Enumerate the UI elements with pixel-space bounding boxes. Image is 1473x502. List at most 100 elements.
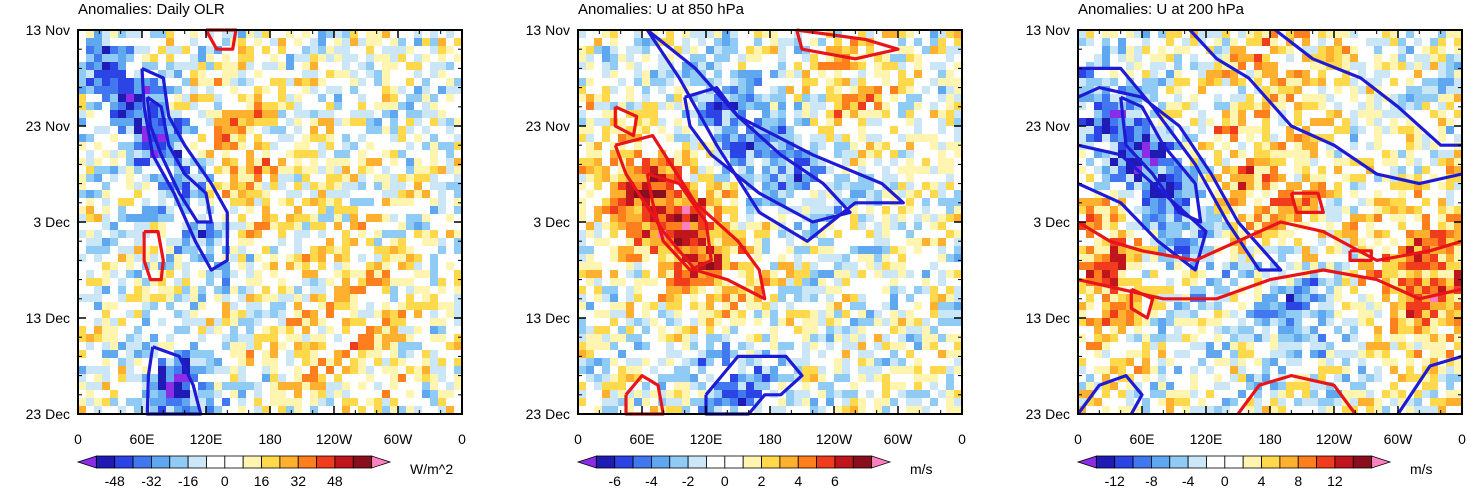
heat-cell	[446, 30, 455, 39]
heat-cell	[446, 158, 455, 167]
heat-cell	[270, 294, 279, 303]
heat-cell	[94, 62, 103, 71]
heat-cell	[270, 46, 279, 55]
heat-cell	[890, 286, 899, 295]
heat-cell	[610, 230, 619, 239]
heat-cell	[890, 134, 899, 143]
heat-cell	[150, 294, 159, 303]
heat-cell	[746, 230, 755, 239]
heat-cell	[318, 254, 327, 263]
heat-cell	[438, 182, 447, 191]
heat-cell	[350, 318, 359, 327]
heat-cell	[922, 118, 931, 127]
heat-cell	[182, 270, 191, 279]
heat-cell	[834, 382, 843, 391]
heat-cell	[166, 30, 175, 39]
heat-cell	[190, 86, 199, 95]
heat-cell	[214, 222, 223, 231]
heat-cell	[406, 238, 415, 247]
heat-cell	[1102, 30, 1111, 39]
heat-cell	[382, 118, 391, 127]
heat-cell	[398, 382, 407, 391]
heat-cell	[794, 150, 803, 159]
heat-cell	[730, 398, 739, 407]
heat-cell	[358, 238, 367, 247]
heat-cell	[254, 30, 263, 39]
heat-cell	[778, 254, 787, 263]
heat-cell	[586, 334, 595, 343]
heat-cell	[310, 198, 319, 207]
heat-cell	[342, 174, 351, 183]
heat-cell	[770, 230, 779, 239]
heat-cell	[294, 70, 303, 79]
heat-cell	[262, 134, 271, 143]
heat-cell	[906, 94, 915, 103]
heat-cell	[302, 270, 311, 279]
heat-cell	[278, 222, 287, 231]
heat-cell	[406, 214, 415, 223]
heat-cell	[430, 222, 439, 231]
heat-cell	[302, 214, 311, 223]
heat-cell	[158, 326, 167, 335]
heat-cell	[898, 390, 907, 399]
heat-cell	[738, 382, 747, 391]
heat-cell	[666, 86, 675, 95]
heat-cell	[810, 142, 819, 151]
heat-cell	[626, 38, 635, 47]
heat-cell	[714, 238, 723, 247]
heat-cell	[906, 326, 915, 335]
heat-cell	[594, 38, 603, 47]
heat-cell	[446, 94, 455, 103]
heat-cell	[294, 158, 303, 167]
heat-cell	[1254, 46, 1263, 55]
heat-cell	[674, 198, 683, 207]
heat-cell	[866, 126, 875, 135]
heat-cell	[142, 190, 151, 199]
heat-cell	[602, 254, 611, 263]
heat-cell	[762, 310, 771, 319]
heat-cell	[278, 342, 287, 351]
heat-cell	[190, 254, 199, 263]
heat-cell	[938, 190, 947, 199]
heat-cell	[578, 174, 587, 183]
heat-cell	[318, 366, 327, 375]
heat-cell	[938, 46, 947, 55]
heat-cell	[246, 166, 255, 175]
heat-cell	[118, 142, 127, 151]
heat-cell	[930, 374, 939, 383]
heat-cell	[674, 382, 683, 391]
heat-cell	[602, 350, 611, 359]
heat-cell	[818, 246, 827, 255]
heat-cell	[86, 246, 95, 255]
heat-cell	[94, 198, 103, 207]
heat-cell	[422, 38, 431, 47]
heat-cell	[398, 166, 407, 175]
heat-cell	[802, 318, 811, 327]
heat-cell	[770, 166, 779, 175]
heat-cell	[366, 222, 375, 231]
heat-cell	[198, 262, 207, 271]
heat-cell	[914, 334, 923, 343]
heat-cell	[334, 302, 343, 311]
heat-cell	[414, 310, 423, 319]
heat-cell	[858, 262, 867, 271]
heat-cell	[634, 158, 643, 167]
heat-cell	[150, 222, 159, 231]
heat-cell	[334, 174, 343, 183]
heat-cell	[882, 262, 891, 271]
heat-cell	[778, 142, 787, 151]
heat-cell	[834, 110, 843, 119]
heat-cell	[578, 110, 587, 119]
heat-cell	[842, 286, 851, 295]
heat-cell	[438, 286, 447, 295]
heat-cell	[1118, 30, 1127, 39]
heat-cell	[578, 254, 587, 263]
heat-cell	[634, 214, 643, 223]
heat-cell	[262, 278, 271, 287]
heat-cell	[158, 382, 167, 391]
heat-cell	[350, 78, 359, 87]
heat-cell	[802, 326, 811, 335]
heat-cell	[826, 254, 835, 263]
heat-cell	[430, 302, 439, 311]
heat-cell	[714, 358, 723, 367]
